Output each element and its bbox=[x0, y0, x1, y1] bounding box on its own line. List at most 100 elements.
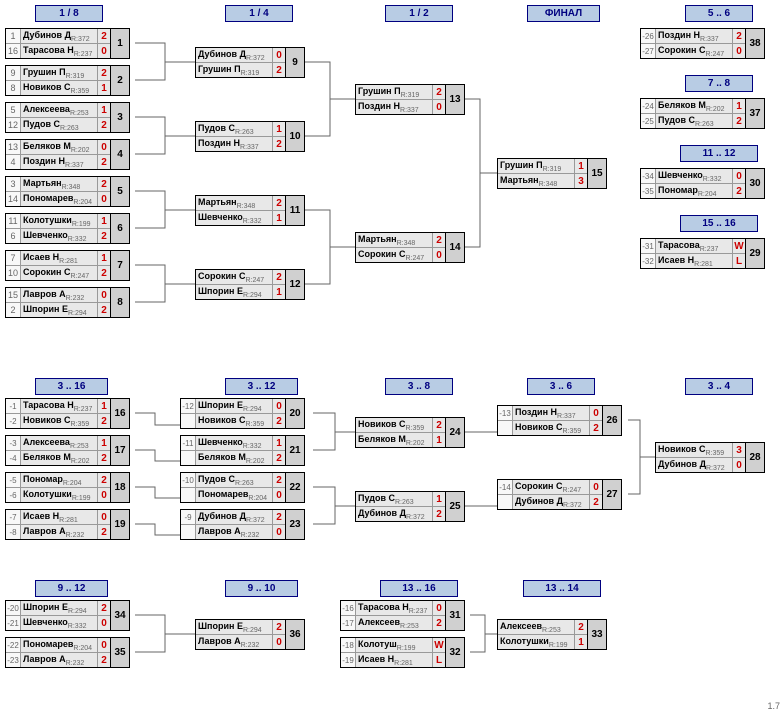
player-row: ПономаревR:2040 bbox=[181, 488, 285, 502]
player-row: -14Сорокин СR:2470 bbox=[498, 480, 602, 495]
score: 2 bbox=[97, 303, 110, 317]
match-14: МартьянR:3482Сорокин СR:247014 bbox=[355, 232, 465, 263]
match-number: 8 bbox=[110, 288, 129, 317]
score: 2 bbox=[97, 525, 110, 539]
score: 1 bbox=[97, 399, 110, 413]
player-name: Грушин ПR:319 bbox=[196, 64, 272, 77]
seed: -18 bbox=[341, 638, 356, 652]
player-row: -34ШевченкоR:3320 bbox=[641, 169, 745, 184]
match-3: 5АлексееваR:253112Пудов СR:26323 bbox=[5, 102, 130, 133]
player-name: Лавров АR:232 bbox=[21, 289, 97, 302]
player-name: Исаев НR:281 bbox=[656, 255, 732, 268]
score: 2 bbox=[97, 177, 110, 191]
player-row: 6ШевченкоR:3322 bbox=[6, 229, 110, 243]
player-name: Пудов СR:263 bbox=[21, 119, 97, 132]
player-row: -22ПономаревR:2040 bbox=[6, 638, 110, 653]
seed: -31 bbox=[641, 239, 656, 253]
player-row: Лавров АR:2320 bbox=[181, 525, 285, 539]
player-row: 5АлексееваR:2531 bbox=[6, 103, 110, 118]
seed: 1 bbox=[6, 29, 21, 43]
seed: 8 bbox=[6, 81, 21, 95]
player-name: Сорокин СR:247 bbox=[356, 249, 432, 262]
score: W bbox=[432, 638, 445, 652]
score: 1 bbox=[97, 103, 110, 117]
player-row: Сорокин СR:2472 bbox=[196, 270, 285, 285]
player-name: ПономарR:204 bbox=[656, 185, 732, 198]
round-label-r1316: 13 .. 16 bbox=[380, 580, 458, 597]
score: 2 bbox=[589, 421, 602, 435]
player-row: -10Пудов СR:2632 bbox=[181, 473, 285, 488]
seed: 4 bbox=[6, 155, 21, 169]
player-row: 10Сорокин СR:2472 bbox=[6, 266, 110, 280]
score: 3 bbox=[574, 174, 587, 188]
player-name: ШевченкоR:332 bbox=[196, 212, 272, 225]
player-row: -13Поздин НR:3370 bbox=[498, 406, 602, 421]
player-name: Шпорин ЕR:294 bbox=[196, 621, 272, 634]
score: 0 bbox=[272, 488, 285, 502]
round-label-p1112: 11 .. 12 bbox=[680, 145, 758, 162]
seed: -23 bbox=[6, 653, 21, 667]
player-row: -25Пудов СR:2632 bbox=[641, 114, 745, 128]
player-name: Поздин НR:337 bbox=[356, 101, 432, 114]
match-number: 32 bbox=[445, 638, 464, 667]
match-13: Грушин ПR:3192Поздин НR:337013 bbox=[355, 84, 465, 115]
seed: -24 bbox=[641, 99, 656, 113]
player-row: Пудов СR:2631 bbox=[356, 492, 445, 507]
round-label-r36: 3 .. 6 bbox=[527, 378, 595, 395]
score: 1 bbox=[272, 436, 285, 450]
match-number: 21 bbox=[285, 436, 304, 465]
player-name: МартьянR:348 bbox=[196, 197, 272, 210]
player-name: ШевченкоR:332 bbox=[656, 170, 732, 183]
player-row: Грушин ПR:3191 bbox=[498, 159, 587, 174]
seed: 9 bbox=[6, 66, 21, 80]
match-number: 19 bbox=[110, 510, 129, 539]
player-row: Грушин ПR:3192 bbox=[356, 85, 445, 100]
round-label-r912: 9 .. 12 bbox=[35, 580, 108, 597]
player-name: КолотушR:199 bbox=[356, 639, 432, 652]
match-34: -20Шпорин ЕR:2942-21ШевченкоR:332034 bbox=[5, 600, 130, 631]
score: 2 bbox=[97, 414, 110, 428]
match-number: 37 bbox=[745, 99, 764, 128]
match-number: 30 bbox=[745, 169, 764, 198]
player-name: Исаев НR:281 bbox=[356, 654, 432, 667]
score: 1 bbox=[97, 436, 110, 450]
score: 2 bbox=[432, 85, 445, 99]
match-number: 23 bbox=[285, 510, 304, 539]
match-25: Пудов СR:2631Дубинов ДR:372225 bbox=[355, 491, 465, 522]
player-name: Исаев НR:281 bbox=[21, 252, 97, 265]
seed: 14 bbox=[6, 192, 21, 206]
score: 0 bbox=[97, 140, 110, 154]
player-row: -21ШевченкоR:3320 bbox=[6, 616, 110, 630]
player-row: -31ТарасоваR:237W bbox=[641, 239, 745, 254]
match-18: -5ПономарR:2042-6КолотушкиR:199018 bbox=[5, 472, 130, 503]
match-24: Новиков СR:3592Беляков МR:202124 bbox=[355, 417, 465, 448]
player-row: Шпорин ЕR:2941 bbox=[196, 285, 285, 299]
player-row: 2Шпорин ЕR:2942 bbox=[6, 303, 110, 317]
round-label-r14: 1 / 4 bbox=[225, 5, 293, 22]
match-number: 20 bbox=[285, 399, 304, 428]
match-number: 6 bbox=[110, 214, 129, 243]
score: 0 bbox=[272, 399, 285, 413]
score: 2 bbox=[272, 137, 285, 151]
score: 2 bbox=[432, 418, 445, 432]
player-row: -11ШевченкоR:3321 bbox=[181, 436, 285, 451]
player-name: Беляков МR:202 bbox=[196, 452, 272, 465]
seed bbox=[498, 421, 513, 435]
round-label-r316: 3 .. 16 bbox=[35, 378, 108, 395]
player-name: АлексееваR:253 bbox=[21, 104, 97, 117]
player-name: КолотушкиR:199 bbox=[498, 636, 574, 649]
seed: -11 bbox=[181, 436, 196, 450]
score: 2 bbox=[97, 601, 110, 615]
score: 0 bbox=[97, 616, 110, 630]
player-name: Дубинов ДR:372 bbox=[356, 508, 432, 521]
player-row: Сорокин СR:2470 bbox=[356, 248, 445, 262]
player-name: Грушин ПR:319 bbox=[356, 86, 432, 99]
seed bbox=[181, 525, 196, 539]
player-row: -7Исаев НR:2810 bbox=[6, 510, 110, 525]
seed: -32 bbox=[641, 254, 656, 268]
score: 0 bbox=[432, 248, 445, 262]
score: 2 bbox=[97, 473, 110, 487]
player-row: Новиков СR:3592 bbox=[498, 421, 602, 435]
seed: -12 bbox=[181, 399, 196, 413]
seed: 12 bbox=[6, 118, 21, 132]
